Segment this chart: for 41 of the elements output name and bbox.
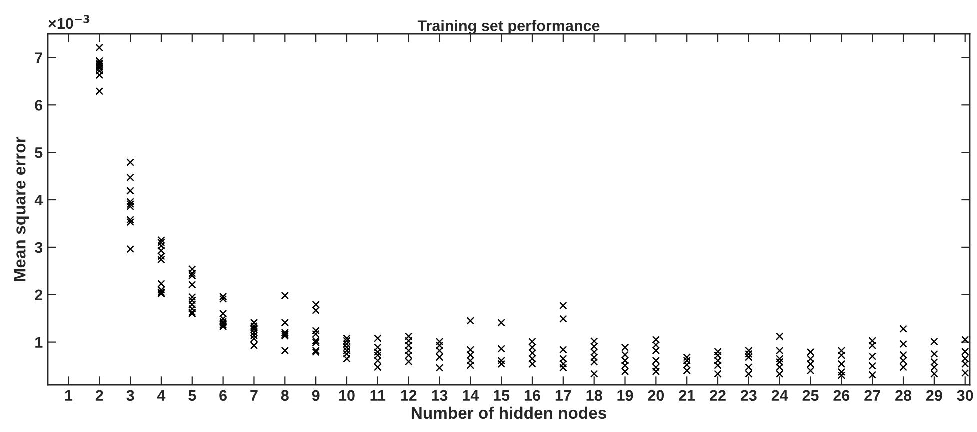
x-tick-label: 8 [281,390,289,402]
x-tick-label: 20 [648,390,664,402]
x-tick-label: 19 [618,390,634,402]
y-tick-label: 2 [35,290,43,300]
x-tick-label: 2 [96,390,104,401]
chart-title: Training set performance [418,20,600,34]
x-tick-label: 4 [157,390,166,401]
x-tick-label: 25 [802,390,819,402]
x-tick-label: 14 [463,390,480,401]
x-tick-label: 13 [432,390,448,402]
x-tick-label: 30 [957,390,974,402]
x-tick-label: 26 [834,390,850,402]
x-tick-label: 24 [772,390,788,401]
x-tick-label: 10 [339,390,355,402]
x-tick-label: 23 [740,390,757,402]
x-tick-label: 15 [494,390,510,402]
x-tick-label: 18 [586,390,602,402]
x-tick-label: 17 [556,390,572,401]
x-tick-label: 28 [896,390,912,402]
x-tick-label: 6 [220,390,228,402]
x-tick-label: 27 [864,390,880,401]
x-tick-label: 21 [679,390,696,401]
y-tick-label: 6 [35,100,43,111]
x-tick-label: 29 [926,390,942,402]
x-tick-label: 5 [188,390,196,402]
x-tick-label: 9 [312,390,320,402]
x-tick-label: 22 [710,390,726,401]
y-axis-title: Mean square error [14,137,30,282]
y-tick-label: 1 [36,337,43,348]
x-axis-title: Number of hidden nodes [412,406,606,420]
x-tick-label: 11 [370,390,386,401]
x-tick-label: 16 [524,390,540,402]
y-tick-label: 7 [35,52,42,64]
y-tick-label: 4 [34,195,44,206]
x-tick-label: 3 [126,390,134,402]
y-tick-label: 3 [34,242,43,254]
x-tick-label: 1 [65,390,73,401]
y-tick-label: 5 [35,148,43,158]
x-tick-label: 7 [250,390,258,401]
x-tick-label: 12 [401,390,417,401]
text: ×10$^{−3}$ [48,15,90,30]
